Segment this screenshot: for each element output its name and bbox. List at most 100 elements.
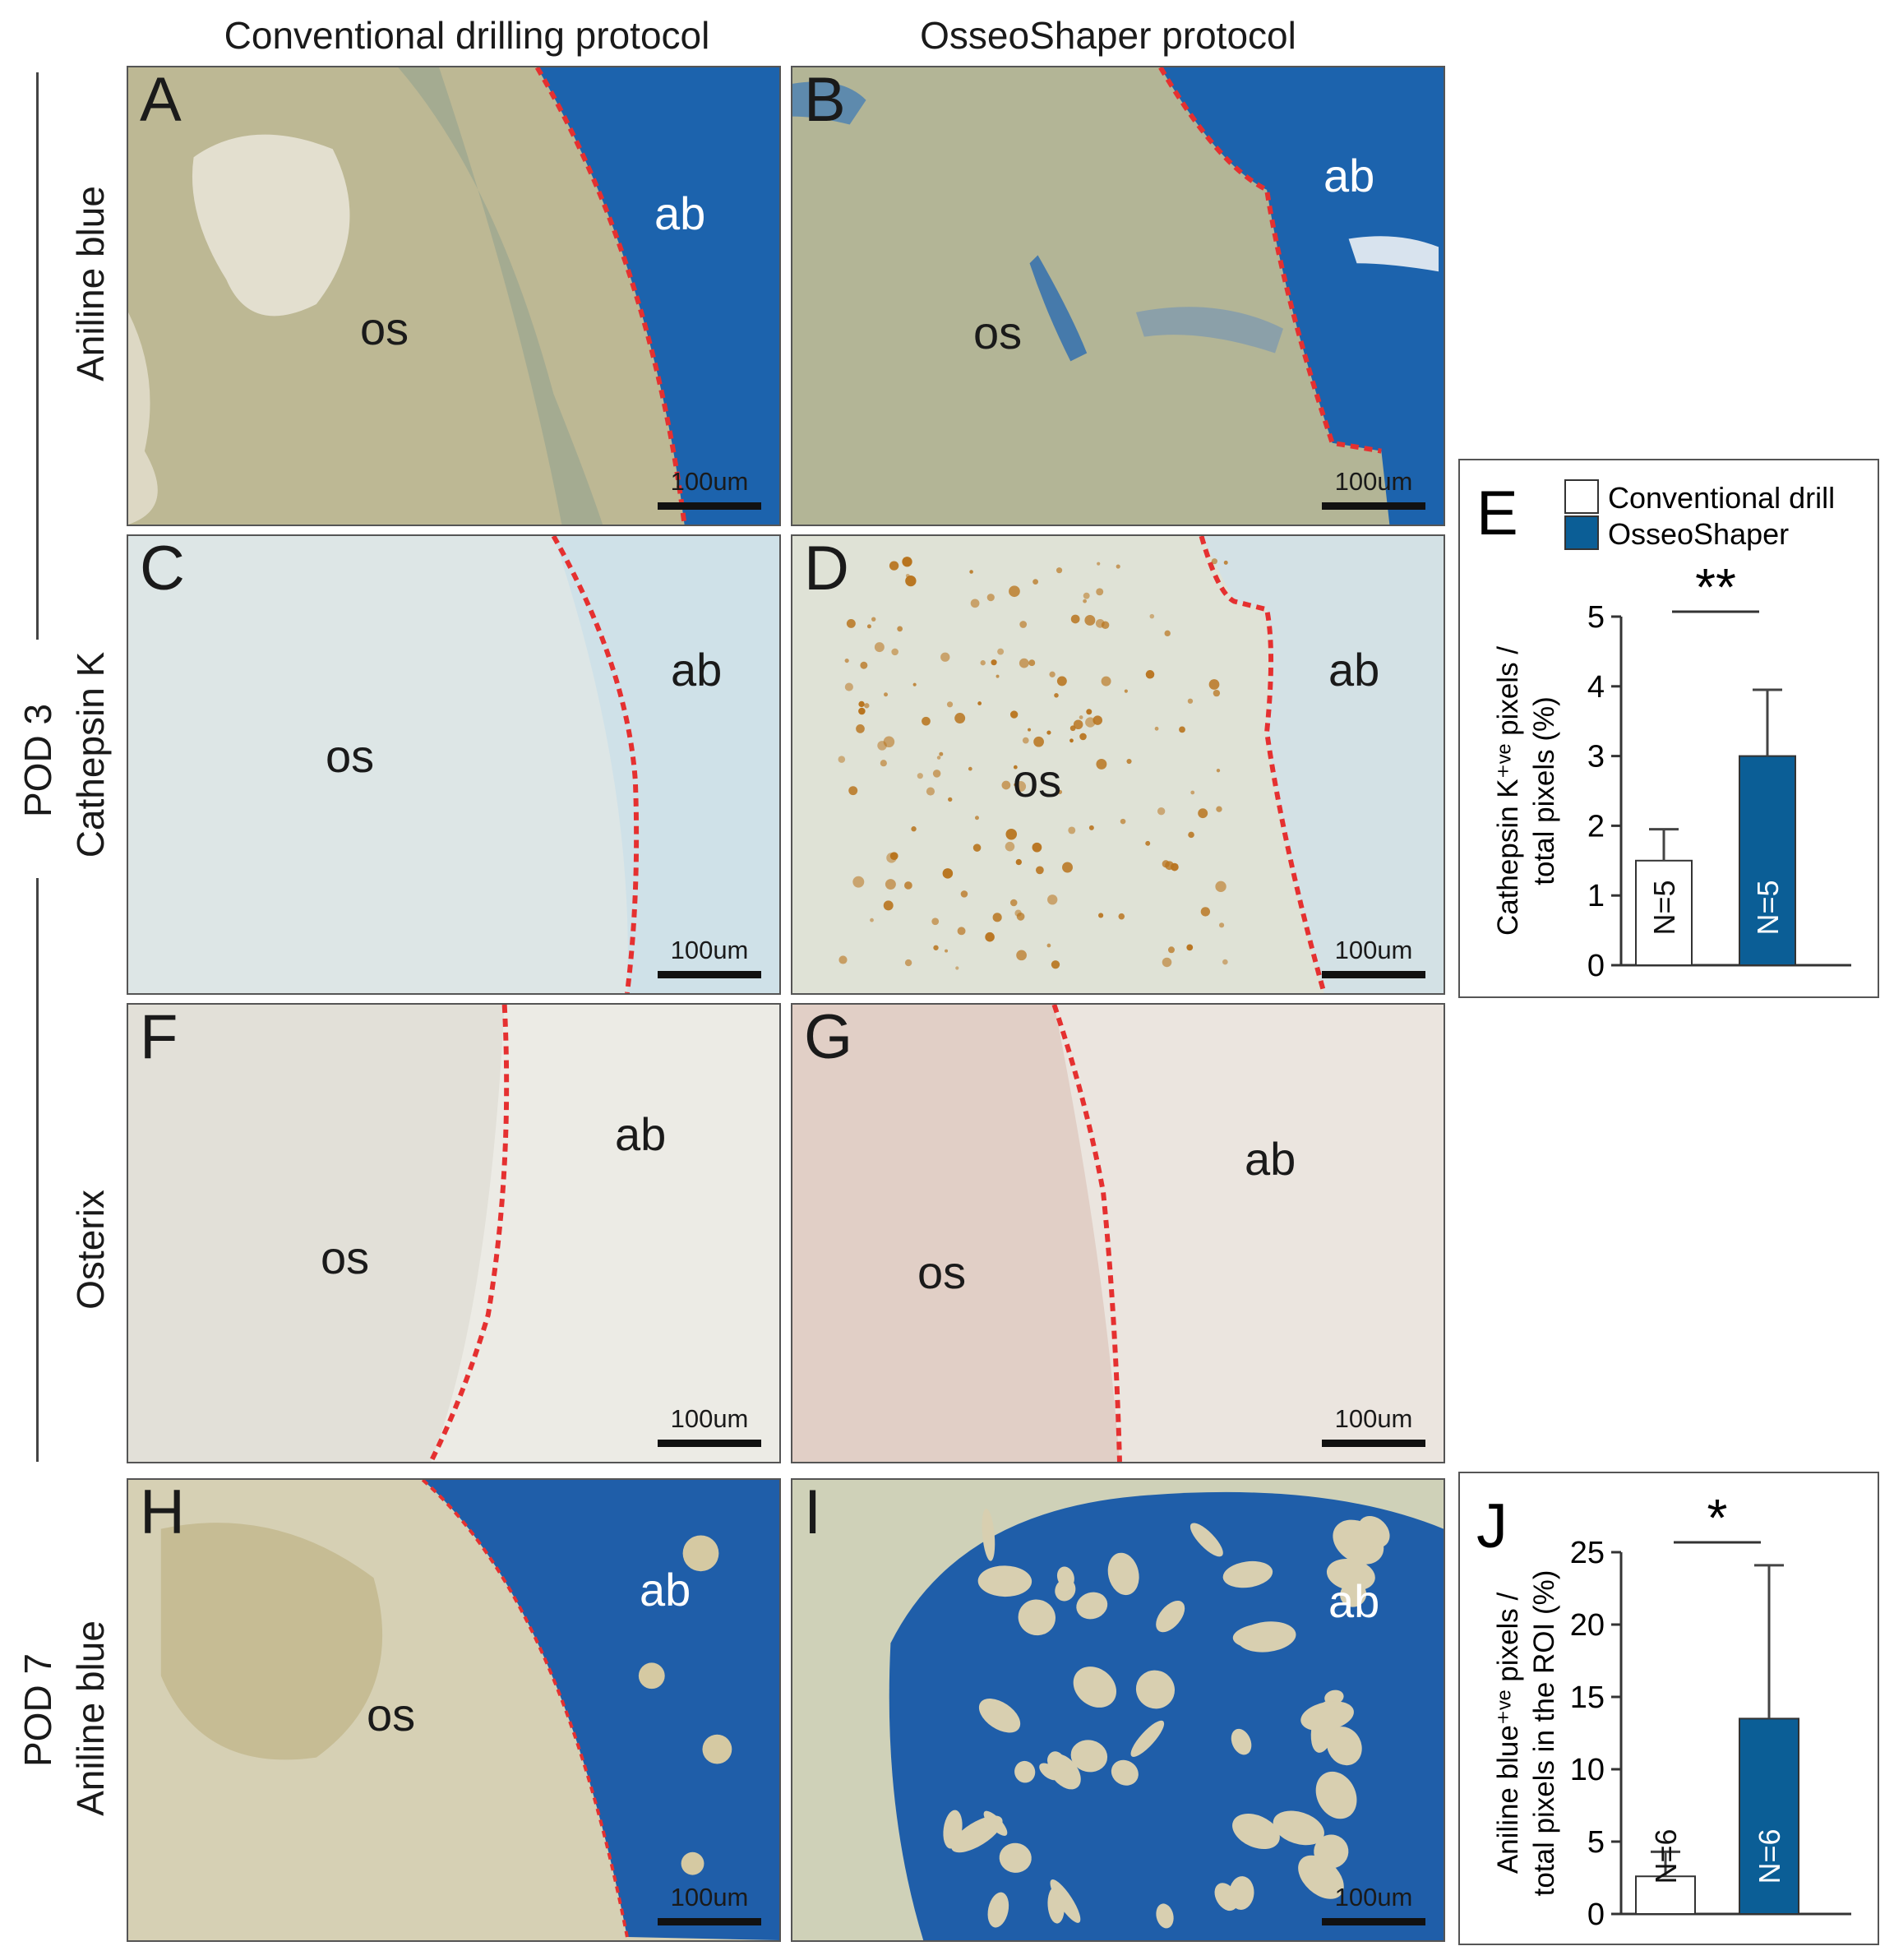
cathepsin-positive-cell [904, 959, 912, 967]
cathepsin-positive-cell [885, 879, 896, 890]
panel-d-scale-bar: 100um [1322, 937, 1425, 978]
cathepsin-positive-cell [1046, 730, 1051, 735]
panel-b-os-label: os [973, 307, 1023, 358]
cathepsin-positive-cell [912, 682, 917, 686]
marrow-space [1300, 1701, 1354, 1731]
marrow-space [1073, 1666, 1117, 1708]
panel-b-scale-bar: 100um [1322, 469, 1425, 510]
cathepsin-positive-cell [980, 660, 986, 666]
panel-i-histology [792, 1480, 1444, 1940]
cathepsin-positive-cell [1028, 728, 1032, 732]
cathepsin-positive-cell [844, 659, 849, 663]
cathepsin-positive-cell [1046, 943, 1051, 948]
cathepsin-positive-cell [1057, 789, 1063, 794]
cathepsin-positive-cell [1079, 715, 1083, 719]
marrow-space [1190, 1523, 1223, 1557]
marrow-space [1273, 1810, 1324, 1846]
cathepsin-positive-cell [1101, 676, 1111, 686]
cathepsin-positive-cell [977, 701, 982, 705]
cathepsin-positive-cell [968, 766, 972, 771]
marrow-space [978, 1699, 1021, 1733]
chart-e-y-tick-label: 0 [1587, 949, 1605, 983]
panel-g: G os ab 100um [791, 1003, 1445, 1463]
cathepsin-positive-cell [1188, 831, 1194, 839]
chart-j-significance-marker: * [1707, 1488, 1728, 1547]
cathepsin-positive-cell [960, 890, 968, 898]
cathepsin-positive-cell [931, 918, 940, 926]
panel-a-histology [128, 67, 779, 525]
cathepsin-positive-cell [1009, 585, 1020, 598]
cathepsin-positive-cell [889, 561, 899, 571]
cathepsin-positive-cell [844, 682, 853, 691]
cathepsin-positive-cell [992, 913, 1002, 922]
cathepsin-positive-cell [1084, 615, 1096, 626]
cathepsin-positive-cell [1186, 944, 1194, 951]
cathepsin-positive-cell [864, 703, 870, 709]
cathepsin-positive-cell [911, 826, 917, 832]
panel-a-ab-label: ab [654, 187, 706, 239]
chart-j-letter: J [1476, 1491, 1508, 1561]
cathepsin-positive-cell [917, 773, 923, 779]
chart-e-y-tick-label: 2 [1587, 809, 1605, 844]
cathepsin-positive-cell [1014, 909, 1022, 917]
panel-h-histology [128, 1480, 779, 1940]
marrow-space [1039, 1763, 1060, 1781]
cathepsin-positive-cell [1015, 781, 1027, 792]
cathepsin-positive-cell [1216, 768, 1221, 773]
panel-i: I ab 100um [791, 1478, 1445, 1942]
chart-j-y-tick-label: 0 [1587, 1898, 1605, 1932]
cathepsin-positive-cell [1198, 808, 1208, 819]
panel-c: C os ab 100um [127, 534, 781, 995]
panel-a-os-label: os [360, 303, 409, 354]
panel-f-ab-label: ab [615, 1108, 667, 1160]
cathepsin-positive-cell [1051, 960, 1060, 969]
cathepsin-positive-cell [1097, 562, 1101, 566]
panel-f-letter: F [140, 1003, 178, 1072]
chart-j-y-tick-label: 20 [1570, 1608, 1605, 1643]
cathepsin-positive-cell [1086, 709, 1093, 715]
cathepsin-positive-cell [1095, 618, 1105, 628]
panel-f-os-label: os [321, 1232, 370, 1283]
panel-d: D os ab 100um [791, 534, 1445, 995]
stain-label-aniline-blue-pod3: Aniline blue [69, 186, 112, 381]
panel-g-scale-bar: 100um [1322, 1406, 1425, 1447]
cathepsin-positive-cell [1009, 899, 1018, 907]
chart-j-n-label-osseoshaper: N=6 [1753, 1828, 1786, 1884]
cathepsin-positive-cell [889, 852, 898, 861]
cathepsin-positive-cell [1014, 783, 1018, 787]
marrow-space [983, 1810, 1008, 1836]
chart-j-n-label-conventional: N=6 [1649, 1828, 1683, 1884]
marrow-space [1014, 1760, 1036, 1783]
cathepsin-positive-cell [955, 966, 959, 970]
cathepsin-positive-cell [880, 760, 887, 767]
cathepsin-positive-cell [838, 955, 848, 964]
cathepsin-positive-cell [957, 927, 966, 936]
stain-label-cathepsin-k: Cathepsin K [69, 651, 112, 858]
cathepsin-positive-cell [1088, 825, 1094, 830]
cathepsin-positive-cell [1215, 881, 1226, 892]
cathepsin-positive-cell [1167, 946, 1175, 954]
cathepsin-positive-cell [1200, 907, 1211, 917]
cathepsin-positive-cell [902, 557, 912, 567]
cathepsin-positive-cell [933, 945, 939, 950]
cathepsin-positive-cell [986, 594, 995, 602]
cathepsin-positive-cell [1032, 842, 1042, 853]
cathepsin-positive-cell [991, 659, 997, 666]
cathepsin-positive-cell [954, 713, 966, 723]
panel-d-ab-label: ab [1328, 644, 1380, 696]
cathepsin-positive-cell [884, 692, 889, 697]
marrow-space [1018, 1599, 1056, 1636]
panel-d-histology [792, 536, 1444, 993]
panel-b-ab-label: ab [1323, 150, 1375, 201]
cathepsin-positive-cell [945, 949, 949, 953]
cathepsin-positive-cell [1054, 693, 1059, 698]
cathepsin-positive-cell [866, 624, 871, 629]
panel-h: H os ab 100um [127, 1478, 781, 1942]
cathepsin-positive-cell [985, 931, 995, 942]
cathepsin-positive-cell [1019, 621, 1028, 628]
cathepsin-positive-cell [926, 787, 935, 796]
cathepsin-positive-cell [1069, 738, 1074, 743]
cathepsin-positive-cell [1015, 858, 1022, 866]
cathepsin-positive-cell [1047, 894, 1058, 905]
panel-d-os-label: os [1013, 755, 1062, 807]
